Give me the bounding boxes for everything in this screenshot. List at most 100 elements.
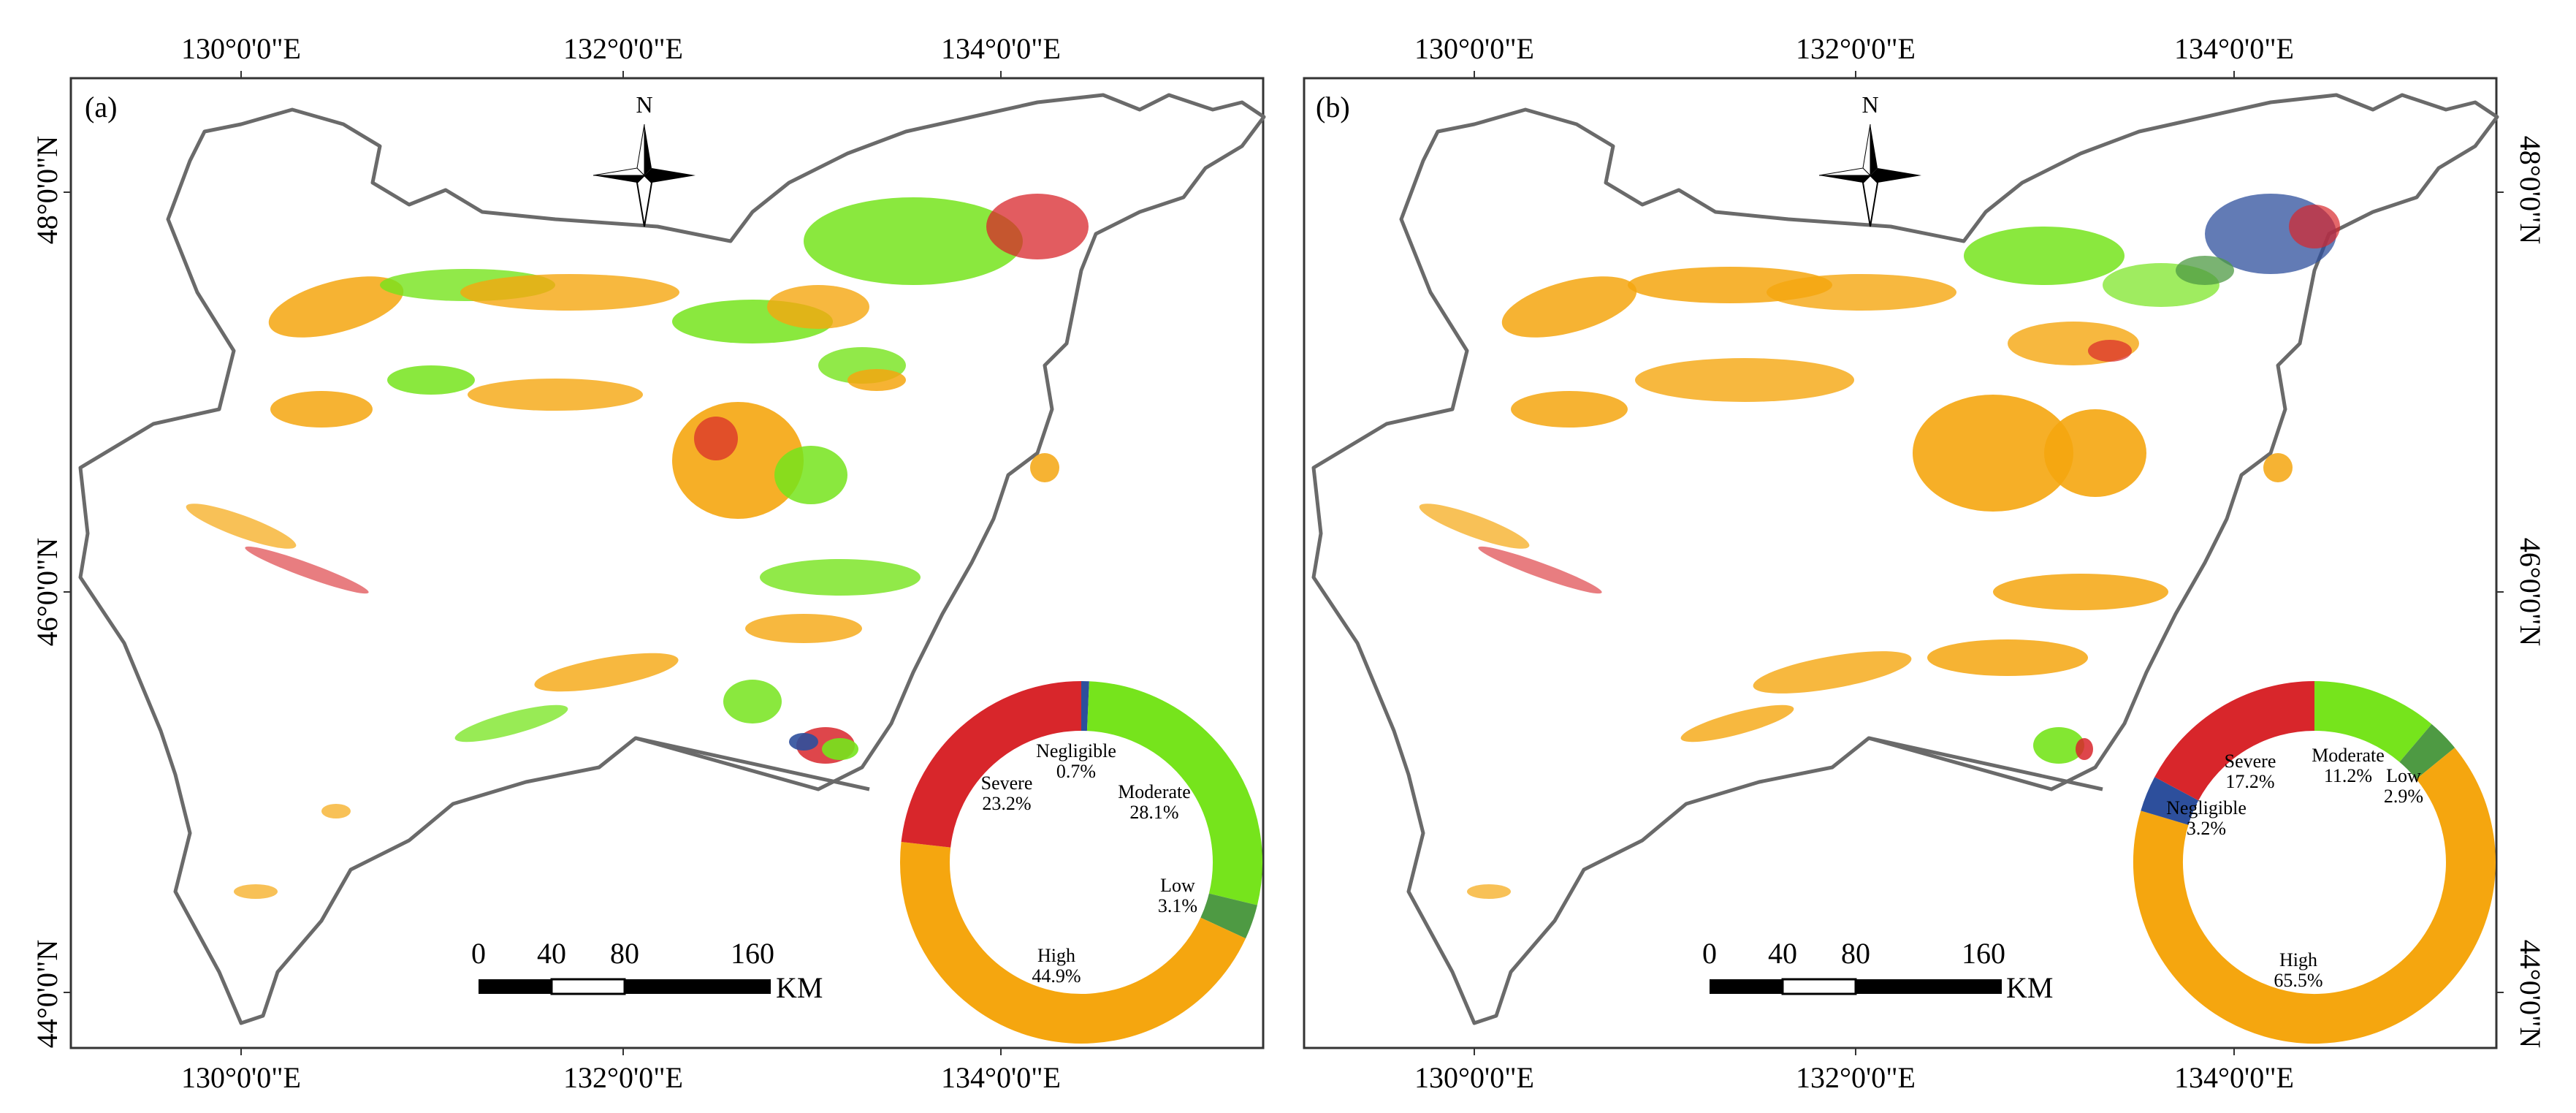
donut-label-negligible-name-a: Negligible	[1036, 740, 1116, 761]
graticule-ticks-a	[64, 71, 1002, 1055]
patch-high-a-2	[460, 274, 679, 311]
donut-label-moderate-name-b: Moderate	[2312, 745, 2385, 766]
donut-label-moderate-pct-b: 11.2%	[2324, 765, 2372, 786]
patch-high-a-5	[767, 285, 869, 329]
donut-label-severe-pct-a: 23.2%	[982, 793, 1031, 814]
donut-label-high-name-b: High	[2279, 949, 2317, 970]
scale-tick-160-b: 160	[1962, 937, 2005, 970]
patch-severe-b-2	[2088, 340, 2132, 362]
donut-label-high-pct-b: 65.5%	[2274, 970, 2322, 991]
risk-patches-b	[1419, 194, 2340, 899]
patch-high-a-3	[270, 391, 373, 428]
donut-slice-high-a	[900, 842, 1246, 1044]
patch-moderate-a-7	[760, 559, 921, 596]
donut-slice-severe-a	[901, 681, 1082, 848]
patch-moderate-a-5	[774, 446, 847, 504]
boundary-segment-a	[635, 736, 870, 791]
lat-label-1-a: 48°0'0"N	[31, 136, 64, 244]
panel-label-b: (b)	[1316, 91, 1350, 124]
scale-bar-b: 0 40 80 160 KM	[1702, 937, 2053, 1004]
patch-high-b-15	[1467, 884, 1511, 899]
patch-severe-b-4	[2076, 738, 2093, 760]
patch-moderate-a-4	[804, 197, 1023, 285]
patch-moderate-a-10	[822, 738, 858, 760]
patch-severe-a-2	[694, 417, 738, 460]
donut-label-high-pct-a: 44.9%	[1032, 965, 1081, 987]
patch-high-b-6	[1913, 395, 2073, 512]
donut-slice-moderate-a	[1086, 681, 1262, 905]
donut-label-severe-pct-b: 17.2%	[2225, 771, 2274, 792]
patch-high-b-10	[1993, 574, 2168, 610]
lon-label-bottom-3-b: 134°0'0"E	[2174, 1061, 2294, 1094]
lon-label-top-3-b: 134°0'0"E	[2174, 32, 2294, 65]
north-label-b: N	[1861, 91, 1878, 118]
north-label-a: N	[636, 91, 652, 118]
lon-label-top-1-a: 130°0'0"E	[181, 32, 301, 65]
lon-label-bottom-2-b: 132°0'0"E	[1796, 1061, 1916, 1094]
donut-label-low-pct-a: 3.1%	[1158, 895, 1197, 916]
donut-label-moderate-name-a: Moderate	[1118, 781, 1191, 802]
lat-label-1-b: 48°0'0"N	[2514, 136, 2547, 244]
patch-high-a-10	[534, 653, 679, 692]
patch-moderate-a-8	[454, 704, 568, 742]
patch-high-a-1	[268, 276, 404, 338]
donut-label-moderate-pct-a: 28.1%	[1129, 802, 1178, 823]
patch-negligible-a-1	[789, 733, 818, 751]
donut-label-low-name-b: Low	[2386, 765, 2421, 786]
scale-tick-40-a: 40	[537, 937, 566, 970]
patch-high-b-14	[2263, 453, 2293, 482]
donut-label-severe-name-a: Severe	[981, 772, 1033, 794]
donut-labels-b: Moderate 11.2% Low 2.9% High 65.5% Negli…	[2166, 745, 2423, 991]
panel-b: (b) 130°0'0"E 132°0'0"E 134°0'0"E 130°0'…	[1303, 32, 2547, 1094]
scale-tick-40-b: 40	[1768, 937, 1797, 970]
patch-high-a-7	[847, 369, 906, 391]
patch-high-a-9	[745, 614, 862, 643]
patch-severe-a-3	[245, 546, 369, 594]
patch-high-b-11	[1927, 639, 2088, 676]
patch-high-b-7	[2044, 409, 2146, 497]
lat-label-2-a: 46°0'0"N	[31, 538, 64, 646]
donut-label-high-name-a: High	[1037, 945, 1075, 966]
donut-labels-a: Negligible 0.7% Moderate 28.1% Low 3.1% …	[981, 740, 1197, 987]
patch-high-b-13	[1680, 704, 1794, 742]
patch-high-a-11	[1030, 453, 1059, 482]
patch-high-b-5	[1635, 358, 1854, 402]
donut-chart-a	[900, 681, 1262, 1044]
lon-label-bottom-1-a: 130°0'0"E	[181, 1061, 301, 1094]
north-arrow-b: N	[1818, 91, 1921, 227]
patch-severe-b-1	[2289, 205, 2340, 248]
region-boundary-b	[1311, 93, 2499, 1025]
lon-label-top-2-a: 132°0'0"E	[563, 32, 683, 65]
scale-tick-0-a: 0	[471, 937, 486, 970]
patch-moderate-b-3	[2033, 727, 2084, 764]
donut-label-low-name-a: Low	[1160, 875, 1195, 896]
patch-severe-a-1	[986, 194, 1089, 259]
donut-slice-negligible-b	[2141, 777, 2199, 826]
patch-high-a-8	[186, 504, 297, 549]
patch-high-b-12	[1753, 651, 1912, 694]
patch-high-b-3	[1767, 274, 1956, 311]
panel-a: (a) 130°0'0"E 132°0'0"E 134°0'0"E 130°0'…	[31, 32, 1266, 1094]
patch-high-b-1	[1501, 276, 1637, 338]
donut-chart-b	[2133, 681, 2496, 1044]
panel-label-a: (a)	[85, 91, 117, 124]
donut-label-negligible-pct-a: 0.7%	[1056, 761, 1096, 782]
patch-moderate-a-9	[723, 680, 782, 723]
scale-tick-80-b: 80	[1841, 937, 1870, 970]
north-arrow-a: N	[592, 91, 696, 227]
patch-moderate-a-2	[387, 365, 475, 395]
scale-unit-a: KM	[776, 971, 823, 1004]
patch-moderate-b-1	[1964, 227, 2125, 285]
patch-high-a-12	[234, 884, 278, 899]
scale-tick-80-a: 80	[610, 937, 639, 970]
donut-slice-high-b	[2133, 748, 2496, 1044]
patch-low-b-1	[2176, 256, 2234, 285]
donut-label-negligible-pct-b: 3.2%	[2187, 818, 2226, 839]
donut-slice-severe-b	[2154, 681, 2315, 801]
donut-slice-low-b	[2398, 723, 2455, 780]
boundary-segment-b	[1868, 736, 2103, 791]
patch-high-a-13	[321, 804, 351, 818]
patch-high-b-9	[1419, 504, 1530, 549]
scale-tick-160-a: 160	[731, 937, 774, 970]
region-boundary-a	[78, 93, 1266, 1025]
